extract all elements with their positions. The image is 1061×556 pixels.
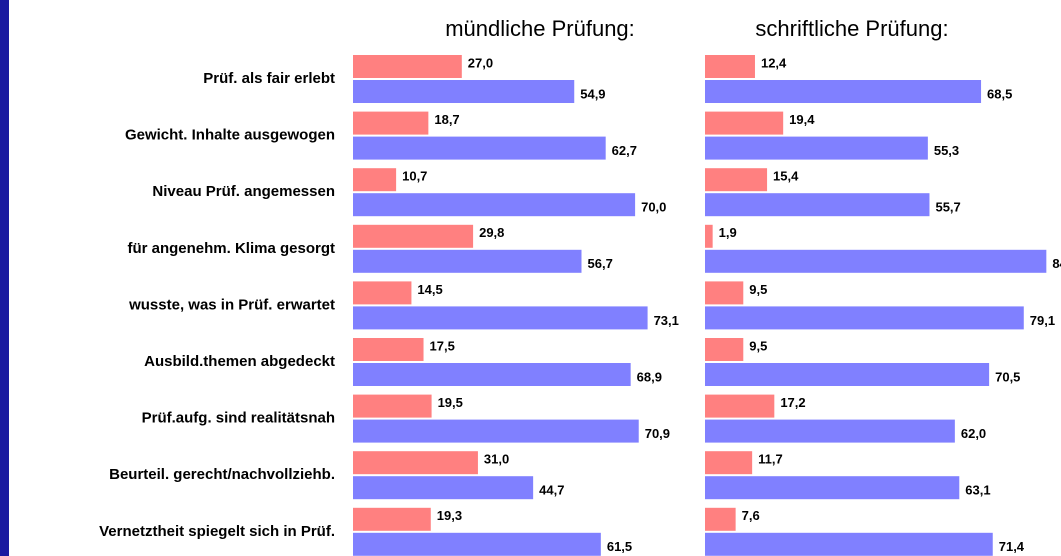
value-label: 19,5 (438, 395, 463, 410)
value-label: 31,0 (484, 452, 509, 467)
value-label: 7,6 (742, 508, 760, 523)
value-label: 84,7 (1052, 256, 1061, 271)
bar (353, 394, 432, 418)
bar (705, 249, 1047, 273)
bar (705, 168, 768, 192)
value-label: 17,2 (780, 395, 805, 410)
value-label: 1,9 (719, 225, 737, 240)
category-label: wusste, was in Prüf. erwartet (128, 296, 335, 313)
bar (353, 363, 631, 386)
bar (705, 476, 960, 500)
value-label: 17,5 (430, 338, 455, 353)
value-label: 71,4 (999, 539, 1025, 554)
category-label: Prüf. als fair erlebt (203, 70, 335, 87)
bar (705, 281, 744, 305)
bar (705, 338, 744, 361)
bar (353, 451, 478, 475)
bar (353, 136, 606, 160)
category-label: Ausbild.themen abgedeckt (144, 353, 335, 370)
value-label: 19,4 (789, 112, 815, 127)
bar (353, 193, 636, 217)
bar (353, 338, 424, 361)
value-label: 68,5 (987, 86, 1012, 101)
value-label: 73,1 (654, 313, 679, 328)
panel-title: mündliche Prüfung: (445, 16, 635, 41)
value-label: 12,4 (761, 55, 787, 70)
value-label: 62,0 (961, 426, 986, 441)
value-label: 63,1 (965, 483, 990, 498)
category-label: Niveau Prüf. angemessen (152, 183, 335, 200)
value-label: 10,7 (402, 169, 427, 184)
bar (353, 507, 431, 531)
category-label: Prüf.aufg. sind realitätsnah (142, 410, 335, 427)
value-label: 68,9 (637, 369, 662, 384)
value-label: 70,5 (995, 369, 1020, 384)
value-label: 79,1 (1030, 313, 1055, 328)
bar (353, 168, 397, 192)
bar (353, 476, 534, 500)
bar (705, 419, 955, 443)
bar (705, 394, 775, 418)
bar (705, 224, 713, 248)
value-label: 56,7 (588, 256, 613, 271)
value-label: 18,7 (434, 112, 459, 127)
value-label: 9,5 (749, 282, 767, 297)
value-label: 27,0 (468, 55, 493, 70)
value-label: 15,4 (773, 169, 799, 184)
bar (705, 363, 990, 386)
bar (353, 249, 582, 273)
panel-title: schriftliche Prüfung: (755, 16, 948, 41)
value-label: 29,8 (479, 225, 504, 240)
category-label: Vernetztheit spiegelt sich in Prüf. (99, 523, 335, 540)
side-stripe (0, 0, 9, 556)
bar (353, 306, 648, 330)
value-label: 14,5 (417, 282, 442, 297)
bar (353, 80, 575, 103)
bar (705, 507, 736, 531)
value-label: 62,7 (612, 143, 637, 158)
bar (705, 80, 982, 103)
bar (705, 55, 755, 78)
value-label: 11,7 (758, 452, 783, 467)
bar (705, 306, 1024, 330)
value-label: 9,5 (749, 338, 767, 353)
bar (705, 136, 928, 160)
value-label: 54,9 (580, 86, 605, 101)
bar (705, 111, 784, 135)
bar (353, 55, 462, 78)
bar (353, 419, 639, 443)
bar (353, 281, 412, 305)
value-label: 55,7 (935, 200, 960, 215)
value-label: 44,7 (539, 483, 564, 498)
value-label: 55,3 (934, 143, 959, 158)
bar (705, 451, 753, 475)
value-label: 70,9 (645, 426, 670, 441)
category-label: Beurteil. gerecht/nachvollziehb. (109, 466, 335, 483)
bar (353, 224, 474, 248)
value-label: 61,5 (607, 539, 632, 554)
bar (353, 111, 429, 135)
value-label: 19,3 (437, 508, 462, 523)
bar (353, 532, 601, 556)
category-label: für angenehm. Klima gesorgt (127, 240, 335, 257)
value-label: 70,0 (641, 200, 666, 215)
bar (705, 532, 993, 556)
bar (705, 193, 930, 217)
category-label: Gewicht. Inhalte ausgewogen (125, 127, 335, 144)
